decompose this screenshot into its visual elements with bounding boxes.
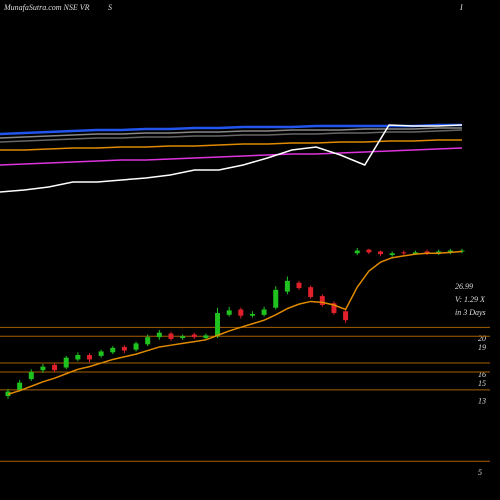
candle-body xyxy=(86,355,92,360)
title: MunafaSutra.com NSE VR xyxy=(3,3,90,12)
indicator-line xyxy=(0,139,462,151)
candle-body xyxy=(75,355,81,360)
candle-body xyxy=(191,334,197,338)
annotation: 26.99 xyxy=(455,282,473,291)
candle-body xyxy=(238,309,244,316)
candle-body xyxy=(215,313,221,337)
candle-body xyxy=(180,336,186,339)
candle-body xyxy=(424,251,430,254)
candle-body xyxy=(121,346,127,351)
candle-body xyxy=(401,252,407,254)
candle-body xyxy=(296,282,302,289)
candle-body xyxy=(28,371,34,380)
candle-body xyxy=(331,303,337,314)
moving-average xyxy=(7,250,463,395)
candle-body xyxy=(284,280,290,292)
candle-body xyxy=(145,337,151,345)
y-tick-label: 19 xyxy=(478,343,486,352)
candle-body xyxy=(133,343,139,350)
candle-body xyxy=(412,252,418,255)
candle-body xyxy=(98,351,104,356)
candle-body xyxy=(156,332,162,338)
y-tick-label: 20 xyxy=(478,334,486,343)
candle-body xyxy=(40,366,46,371)
candle-body xyxy=(63,357,69,368)
indicator-line xyxy=(0,124,463,193)
candle-body xyxy=(261,309,267,315)
candle-body xyxy=(354,250,360,254)
candle-body xyxy=(459,250,465,252)
title-mid: S xyxy=(108,3,112,12)
annotation: V: 1.29 X xyxy=(455,295,486,304)
candle-body xyxy=(52,364,58,371)
candle-body xyxy=(436,251,442,254)
candle-body xyxy=(378,251,384,255)
candle-body xyxy=(110,347,116,353)
candle-body xyxy=(203,335,209,339)
y-tick-label: 15 xyxy=(478,379,486,388)
candle-body xyxy=(343,311,349,321)
candle-body xyxy=(17,382,23,390)
candle-body xyxy=(226,310,232,315)
candle-body xyxy=(447,250,453,253)
candle-body xyxy=(273,289,279,308)
candle-body xyxy=(366,249,372,253)
annotation: in 3 Days xyxy=(455,308,486,317)
indicator-line xyxy=(0,127,462,139)
candle-body xyxy=(389,253,395,256)
candle-body xyxy=(319,296,325,306)
candle-body xyxy=(308,287,314,297)
indicator-line xyxy=(0,123,462,136)
y-tick-label: 16 xyxy=(478,370,486,379)
y-tick-label: 13 xyxy=(478,397,486,406)
candle-body xyxy=(249,313,255,316)
y-tick-label: 5 xyxy=(478,468,482,477)
candle-body xyxy=(168,333,174,339)
indicator-line xyxy=(0,147,463,166)
title-right: I xyxy=(459,3,463,12)
